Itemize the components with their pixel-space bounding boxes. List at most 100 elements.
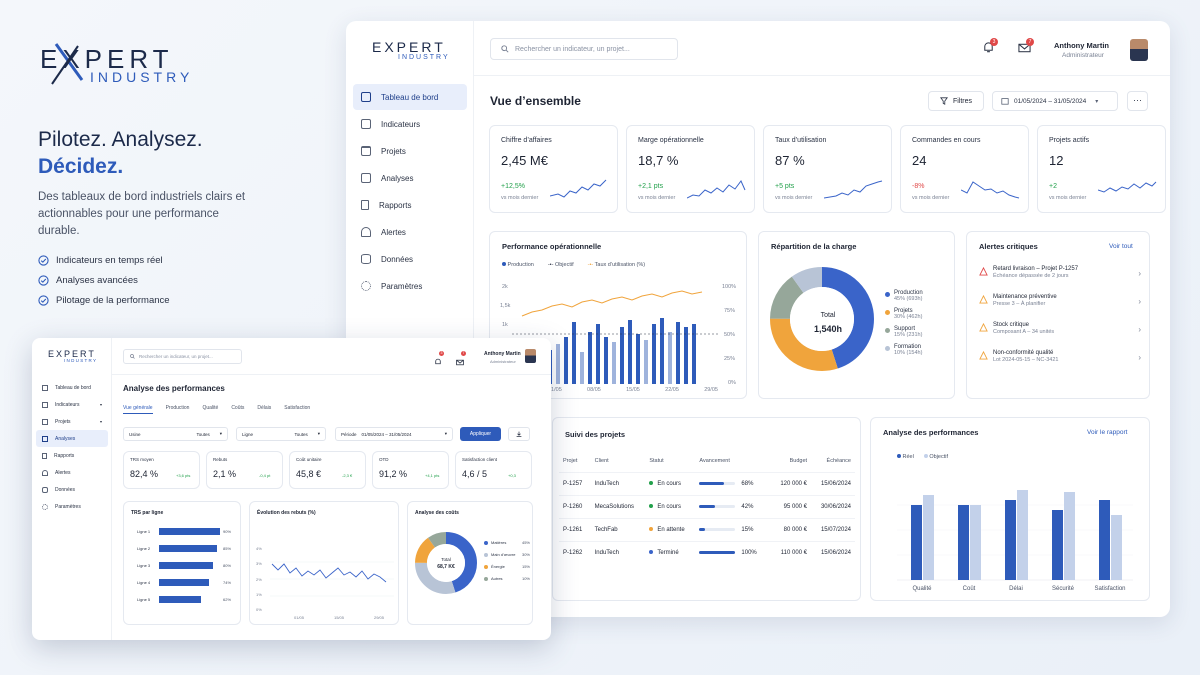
column-header: Échéance <box>826 458 851 464</box>
secondary-notifications-button[interactable]: 3 <box>434 351 444 365</box>
document-icon <box>361 200 369 210</box>
sidebar-item-reports[interactable]: Rapports <box>353 192 467 218</box>
kpi-card[interactable]: Taux d’utilisation 87 % +5 pts vs mois dern… <box>763 125 892 213</box>
table-row[interactable]: P-1260 MecaSolutions En cours 42% 95 000 € 30… <box>559 495 855 519</box>
sidebar-item-alerts[interactable]: Alertes <box>353 219 467 245</box>
check-circle-icon <box>38 274 49 286</box>
sidebar-item-settings[interactable]: Paramètres <box>353 273 467 299</box>
avatar <box>1130 39 1148 61</box>
kpi-card[interactable]: Chiffre d’affaires 2,45 M€ +12,5% vs mois d… <box>489 125 618 213</box>
kpi-value: 2,1 % <box>213 469 237 479</box>
x-label: 15/05 <box>626 387 640 393</box>
trs-line-name: Ligne 2 <box>137 546 151 551</box>
filter-periode[interactable]: Période 01/05/2024 – 31/05/2024 ▾ <box>335 427 453 441</box>
bar-reel <box>1005 500 1016 580</box>
download-button[interactable] <box>508 427 530 441</box>
sidebar-item-data[interactable]: Données <box>353 246 467 272</box>
secondary-search-input[interactable]: Rechercher un indicateur, un projet... <box>123 349 242 364</box>
project-due: 15/06/2024 <box>820 481 851 487</box>
table-row[interactable]: P-1257 InduTech En cours 68% 120 000 € 15/06/… <box>559 472 855 496</box>
secondary-nav-reports[interactable]: Rapports <box>36 447 108 464</box>
charge-card: Répartition de la charge Total 1,540h Pr… <box>758 231 955 399</box>
tab-production[interactable]: Production <box>165 405 190 411</box>
secondary-nav-projects[interactable]: Projets ▾ <box>36 413 108 430</box>
sidebar-item-projects[interactable]: Projets <box>353 138 467 164</box>
filter-usine[interactable]: Usine Toutes ▾ <box>123 427 228 441</box>
sidebar-item-indicators[interactable]: Indicateurs <box>353 111 467 137</box>
sidebar-item-analyses[interactable]: Analyses <box>353 165 467 191</box>
kpi-value: 24 <box>912 153 927 168</box>
logo-text-top: EXPERT <box>40 44 174 74</box>
alert-subtitle: Lot 2024-05-15 – NC-3421 <box>993 357 1059 363</box>
progress-bar <box>699 504 736 508</box>
kpi-value: 2,45 M€ <box>501 153 548 168</box>
x-label: 15/05 <box>333 615 344 620</box>
kpi-label: TRS moyen <box>130 457 154 462</box>
bar <box>572 322 576 384</box>
sparkline <box>1098 181 1157 193</box>
secondary-kpi-card[interactable]: TRS moyen 82,4 % +3,6 pts <box>123 451 200 489</box>
secondary-messages-button[interactable]: 7 <box>456 351 466 366</box>
filter-ligne[interactable]: Ligne Toutes ▾ <box>236 427 326 441</box>
secondary-kpi-card[interactable]: Rebuts 2,1 % -0,4 pt <box>206 451 283 489</box>
costs-total-label: Total <box>441 557 451 562</box>
kpi-note: vs mois dernier <box>775 195 813 201</box>
trs-value: 90% <box>223 529 232 534</box>
secondary-nav-alerts[interactable]: Alertes <box>36 464 108 481</box>
kpi-card[interactable]: Projets actifs 12 +2 vs mois dernier <box>1037 125 1166 213</box>
tab-satisfaction[interactable]: Satisfaction <box>284 405 311 411</box>
kpi-label: Projets actifs <box>1049 137 1090 144</box>
secondary-logo-top: EXPERT <box>48 349 96 359</box>
analysis-report-link[interactable]: Voir le rapport <box>1087 429 1128 436</box>
tab-couts[interactable]: Coûts <box>231 405 245 411</box>
user-info[interactable]: Anthony Martin Administrateur <box>1054 39 1154 63</box>
legend-pct: 10% <box>521 576 530 581</box>
bell-icon <box>984 42 993 53</box>
warning-icon <box>979 351 988 360</box>
table-row[interactable]: P-1262 InduTech Terminé 100% 110 000 € 15/06/… <box>559 541 855 565</box>
alert-item[interactable]: Retard livraison – Projet P-1257 Échéance… <box>977 266 1143 294</box>
secondary-kpi-card[interactable]: OTD 91,2 % +4,1 pts <box>372 451 449 489</box>
date-range-label: 01/05/2024 – 31/05/2024 <box>1014 97 1087 105</box>
secondary-nav-data[interactable]: Données <box>36 481 108 498</box>
messages-button[interactable]: 7 <box>1018 38 1034 57</box>
sidebar-item-dashboard[interactable]: Tableau de bord <box>353 84 467 110</box>
table-row[interactable]: P-1261 TechFab En attente 15% 80 000 € 15/07/… <box>559 518 855 542</box>
project-status: En cours <box>645 473 695 496</box>
perf-y-right-5: 0% <box>728 380 736 386</box>
secondary-nav-settings[interactable]: Paramètres <box>36 498 108 515</box>
tab-vue-generale[interactable]: Vue générale <box>123 405 153 414</box>
more-options-button[interactable]: ··· <box>1127 91 1148 111</box>
date-range-select[interactable]: 01/05/2024 – 31/05/2024 ▾ <box>992 91 1118 111</box>
apply-button[interactable]: Appliquer <box>460 427 501 441</box>
feature-item: Indicateurs en temps réel <box>38 250 170 270</box>
progress-bar <box>699 481 736 485</box>
notification-badge: 3 <box>990 38 998 46</box>
page-title: Vue d’ensemble <box>490 94 581 108</box>
secondary-kpi-card[interactable]: Satisfaction client 4,6 / 5 +0,3 <box>455 451 532 489</box>
secondary-kpi-card[interactable]: Coût unitaire 45,8 € -2,3 € <box>289 451 366 489</box>
alert-item[interactable]: Non-conformité qualité Lot 2024-05-15 – N… <box>977 350 1143 378</box>
kpi-delta: +2 <box>1049 183 1057 190</box>
notifications-button[interactable]: 3 <box>982 38 998 57</box>
alert-title: Non-conformité qualité <box>993 350 1054 356</box>
secondary-nav-dashboard[interactable]: Tableau de bord <box>36 379 108 396</box>
filters-button[interactable]: Filtres <box>928 91 984 111</box>
legend-swatch <box>885 346 890 351</box>
hero-description: Des tableaux de bord industriels clairs … <box>38 191 246 237</box>
alert-item[interactable]: Stock critique Composant A – 34 unités › <box>977 322 1143 350</box>
search-input[interactable]: Rechercher un indicateur, un projet... <box>490 38 678 60</box>
secondary-nav-analyses[interactable]: Analyses <box>36 430 108 447</box>
secondary-nav-indicators[interactable]: Indicateurs ▾ <box>36 396 108 413</box>
kpi-label: Coût unitaire <box>296 457 322 462</box>
hero-line2: Décidez. <box>38 155 124 178</box>
kpi-value: 4,6 / 5 <box>462 469 488 479</box>
kpi-card[interactable]: Marge opérationnelle 18,7 % +2,1 pts vs moi… <box>626 125 755 213</box>
tab-qualite[interactable]: Qualité <box>202 405 219 411</box>
tab-delais[interactable]: Délais <box>257 405 272 411</box>
alert-item[interactable]: Maintenance préventive Presse 3 – À plani… <box>977 294 1143 322</box>
kpi-card[interactable]: Commandes en cours 24 -8% vs mois dernier <box>900 125 1029 213</box>
alerts-see-all-link[interactable]: Voir tout <box>1109 243 1133 250</box>
donut-hole <box>427 544 465 582</box>
brand-logo: EXPERT INDUSTRY <box>38 40 228 90</box>
